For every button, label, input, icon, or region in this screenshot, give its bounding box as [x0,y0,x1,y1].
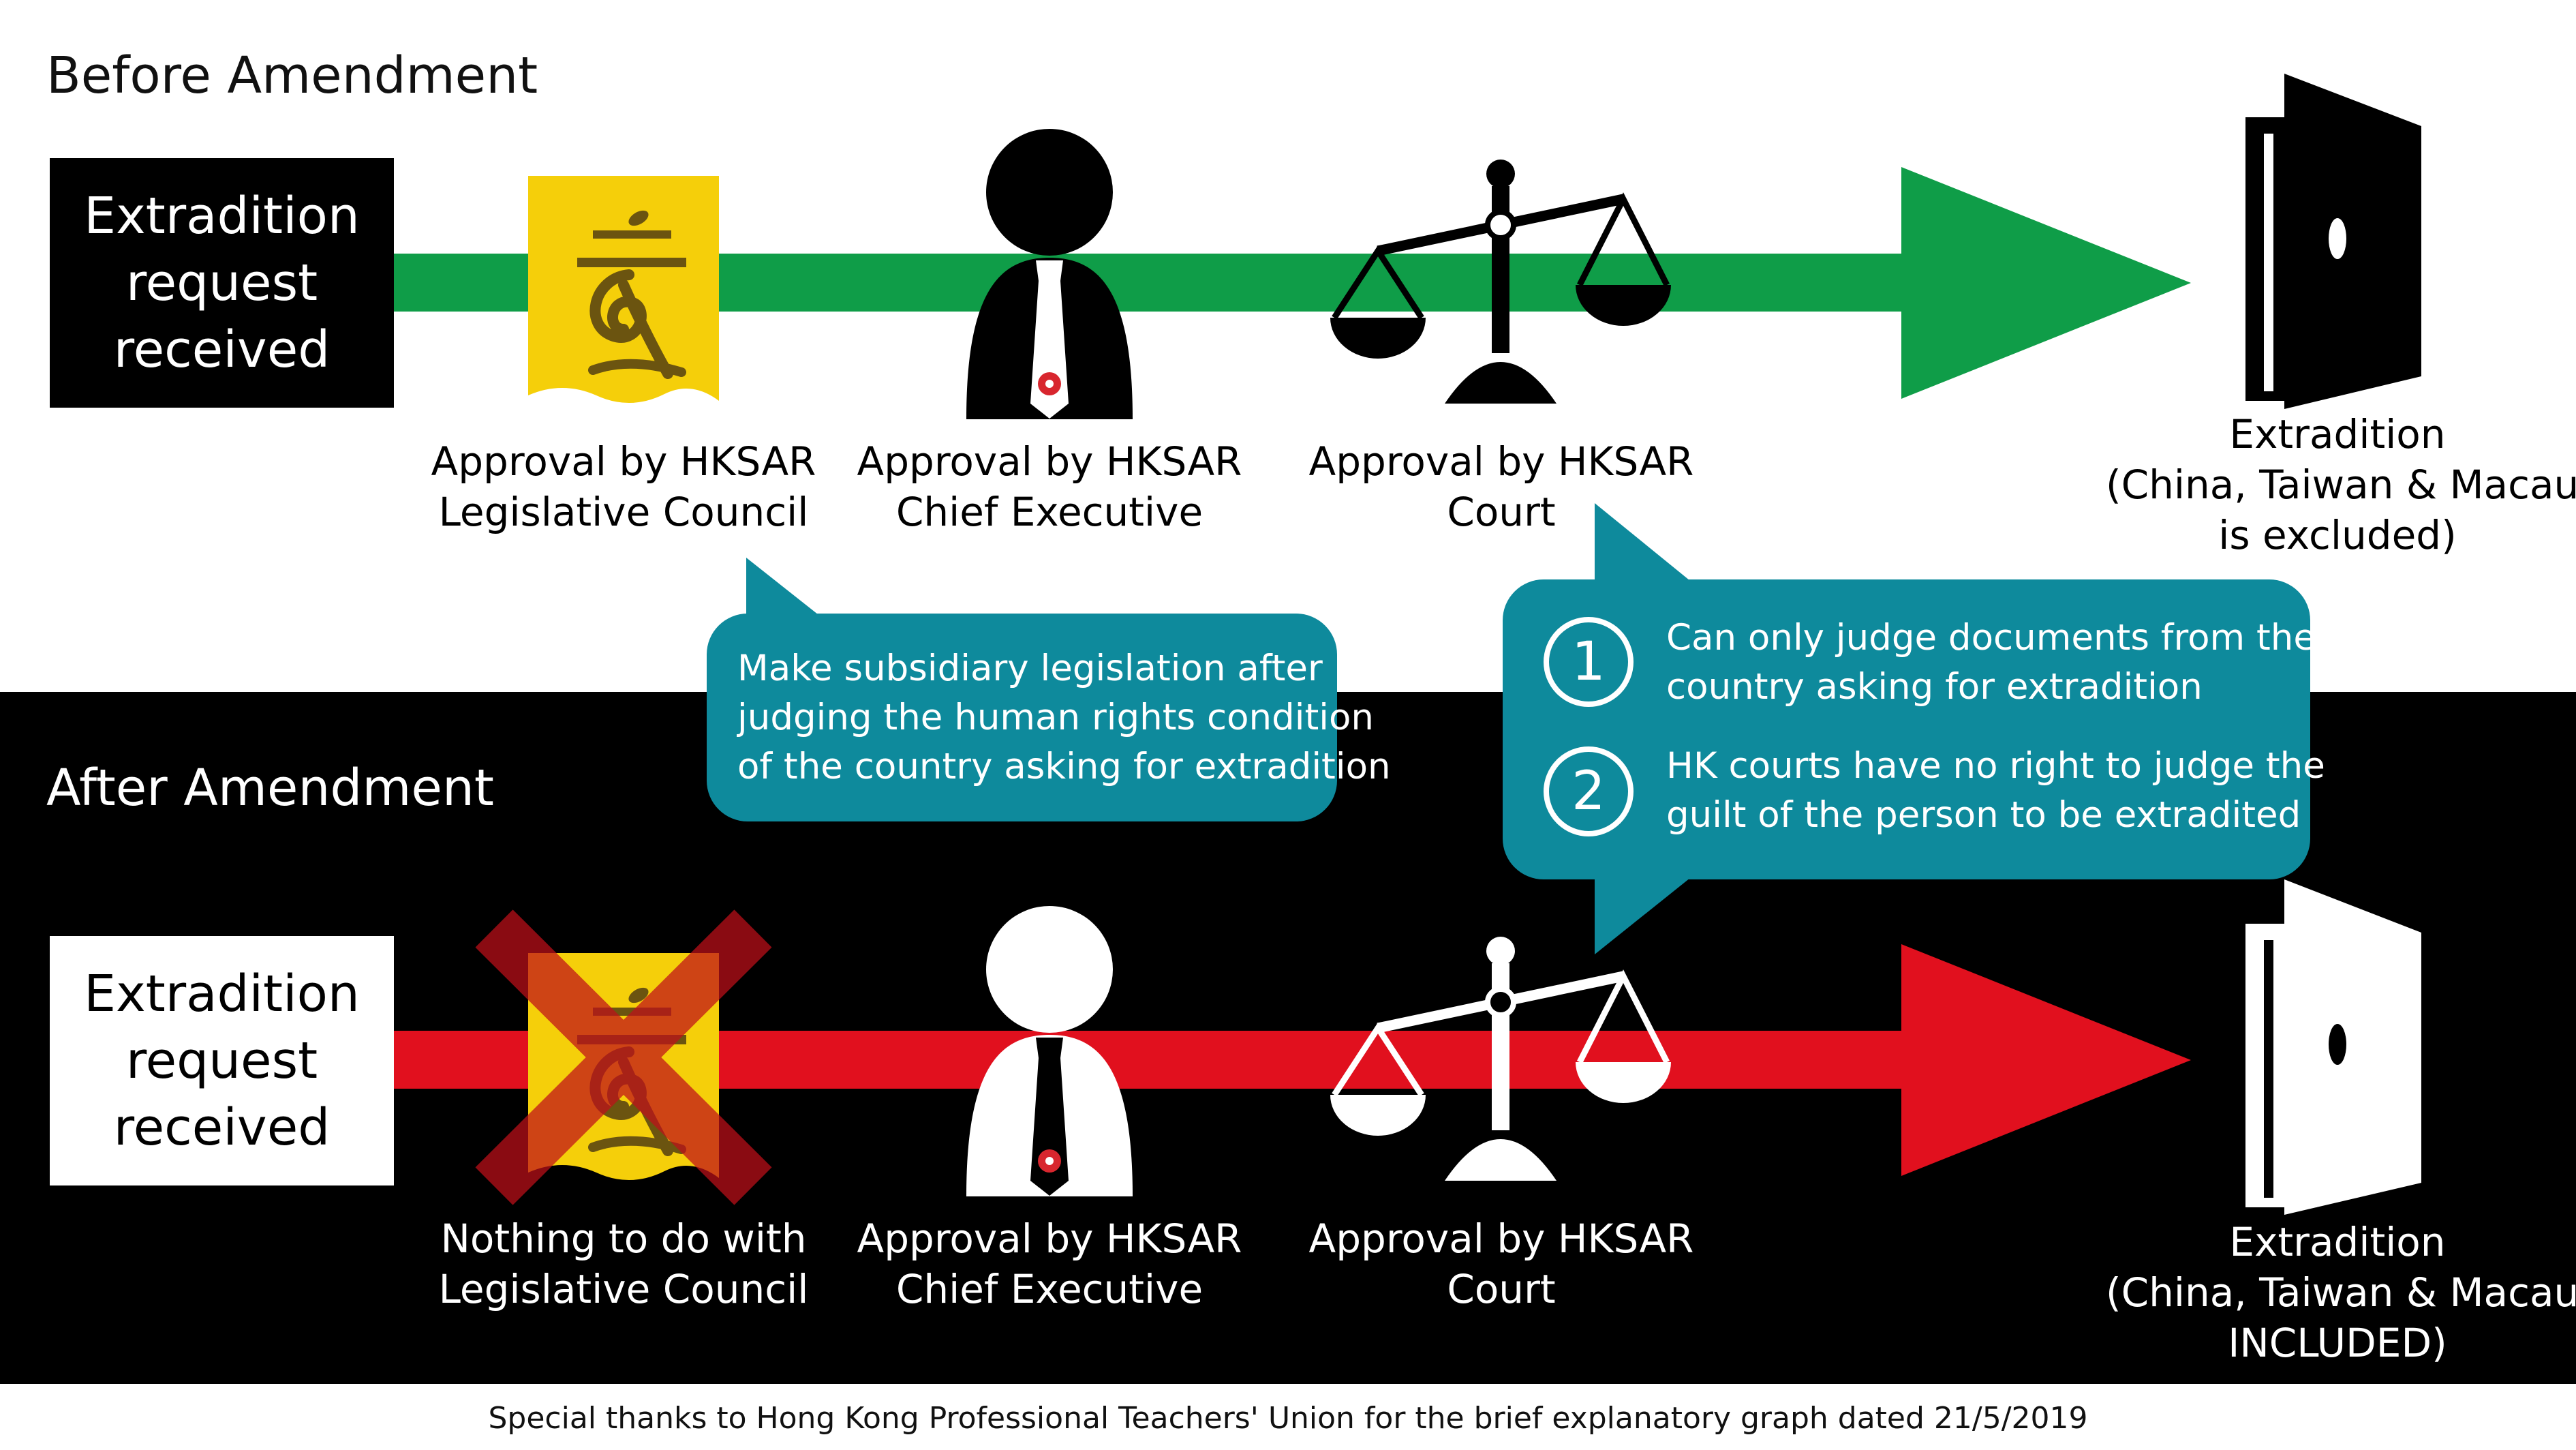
court-point-1-text: Can only judge documents from the countr… [1666,614,2316,712]
after-destination-line-3: INCLUDED) [2228,1320,2447,1366]
before-court-label: Approval by HKSAR Court [1297,436,1706,537]
after-destination-line-2: (China, Taiwan & Macau [2106,1269,2576,1316]
after-court-line-1: Approval by HKSAR [1308,1215,1694,1262]
after-ce-label: Approval by HKSAR Chief Executive [845,1213,1254,1314]
before-destination-label: Extradition (China, Taiwan & Macau is ex… [2106,409,2576,560]
after-court-label: Approval by HKSAR Court [1297,1213,1706,1314]
before-request-box: Extradition request received [50,158,394,408]
legco-bubble-line-3: of the country asking for extradition [737,746,1391,787]
after-request-box: Extradition request received [50,936,394,1185]
legco-bubble-line-2: judging the human rights condition [737,697,1374,738]
legco-bubble [707,558,1337,821]
court-point-2-line-1: HK courts have no right to judge the [1666,745,2325,787]
court-point-2-text: HK courts have no right to judge the gui… [1666,742,2325,840]
court-point-2-line-2: guilt of the person to be extradited [1666,794,2301,836]
chief-executive-icon [966,129,1133,419]
before-destination-line-3: is excluded) [2218,512,2457,558]
before-legco-label: Approval by HKSAR Legislative Council [419,436,828,537]
after-court-line-2: Court [1447,1266,1556,1312]
before-section-title: Before Amendment [46,46,538,105]
court-point-2-number: 2 [1544,746,1634,836]
before-ce-label: Approval by HKSAR Chief Executive [845,436,1254,537]
before-court-line-2: Court [1447,489,1556,535]
chief-executive-white-icon [966,906,1133,1196]
before-court-line-1: Approval by HKSAR [1308,438,1694,485]
after-ce-line-1: Approval by HKSAR [857,1215,1242,1262]
before-request-line-1: Extradition [84,187,360,245]
legco-bubble-line-1: Make subsidiary legislation after [737,648,1323,689]
after-ce-line-2: Chief Executive [895,1266,1203,1312]
after-legco-line-1: Nothing to do with [440,1215,807,1262]
before-request-line-2: request [125,254,318,312]
before-ce-line-1: Approval by HKSAR [857,438,1242,485]
before-ce-line-2: Chief Executive [895,489,1203,535]
legco-emblem-icon [528,176,719,404]
before-destination-line-2: (China, Taiwan & Macau [2106,462,2576,508]
before-request-line-3: received [113,320,331,379]
after-destination-line-1: Extradition [2229,1219,2446,1265]
credit-footer: Special thanks to Hong Kong Professional… [0,1387,2576,1450]
after-request-line-3: received [113,1098,331,1157]
scales-of-justice-icon [1330,160,1671,404]
scales-of-justice-white-icon [1330,937,1671,1181]
open-door-white-icon [2245,879,2421,1215]
after-section-title: After Amendment [46,759,494,817]
after-request-line-1: Extradition [84,965,360,1023]
after-legco-label: Nothing to do with Legislative Council [419,1213,828,1314]
court-point-1-number: 1 [1544,617,1634,707]
after-legco-line-2: Legislative Council [438,1266,809,1312]
before-destination-line-1: Extradition [2229,411,2446,457]
court-point-1-line-2: country asking for extradition [1666,666,2203,708]
after-destination-label: Extradition (China, Taiwan & Macau INCLU… [2106,1217,2576,1368]
legco-bubble-text: Make subsidiary legislation after judgin… [737,644,1391,791]
cross-out-icon [475,909,772,1205]
court-point-1-line-1: Can only judge documents from the [1666,617,2316,659]
before-legco-line-2: Legislative Council [438,489,809,535]
after-request-line-2: request [125,1031,318,1090]
court-bubble [1503,503,2310,954]
before-legco-line-1: Approval by HKSAR [431,438,816,485]
open-door-icon [2245,74,2421,409]
